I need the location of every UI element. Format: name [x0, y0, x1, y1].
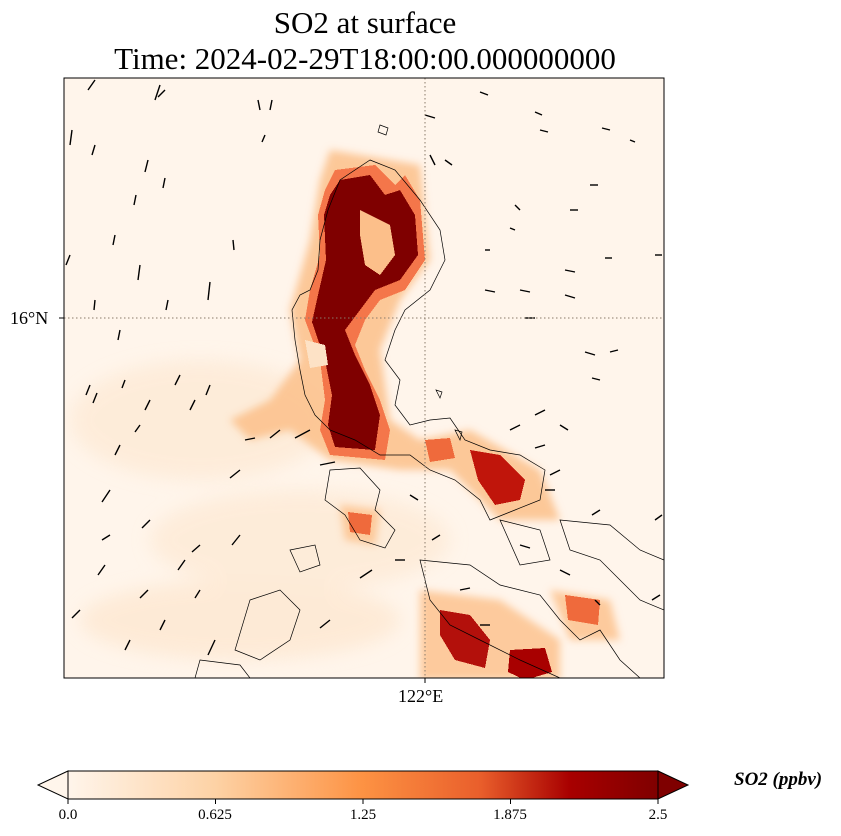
colorbar-tick-label: 1.875	[493, 807, 527, 823]
colorbar-extend-max	[657, 770, 690, 800]
colorbar-tick-label: 2.5	[648, 807, 668, 823]
wind-vectors	[65, 79, 663, 656]
so2-haze	[70, 360, 450, 660]
so2-plume-core	[305, 165, 600, 678]
colorbar-tick-label: 0.0	[58, 807, 78, 823]
longitude-tick-label: 122°E	[398, 686, 444, 706]
colorbar-tick-marks	[67, 799, 659, 804]
coastlines	[194, 124, 664, 678]
colorbar-extend-min	[36, 770, 69, 800]
colorbar-unit-label: SO2 (ppbv)	[734, 769, 823, 790]
map-subtitle-time: Time: 2024-02-29T18:00:00.000000000	[114, 41, 616, 76]
colorbar	[36, 770, 690, 804]
map-title: SO2 at surface	[273, 5, 457, 40]
colorbar-tick-label: 1.25	[349, 807, 377, 823]
map-frame	[63, 77, 665, 679]
so2-field	[64, 78, 664, 678]
colorbar-gradient	[68, 771, 658, 799]
gridlines	[64, 78, 664, 678]
colorbar-tick-label: 0.625	[198, 807, 232, 823]
latitude-tick-label: 16°N	[10, 308, 49, 328]
